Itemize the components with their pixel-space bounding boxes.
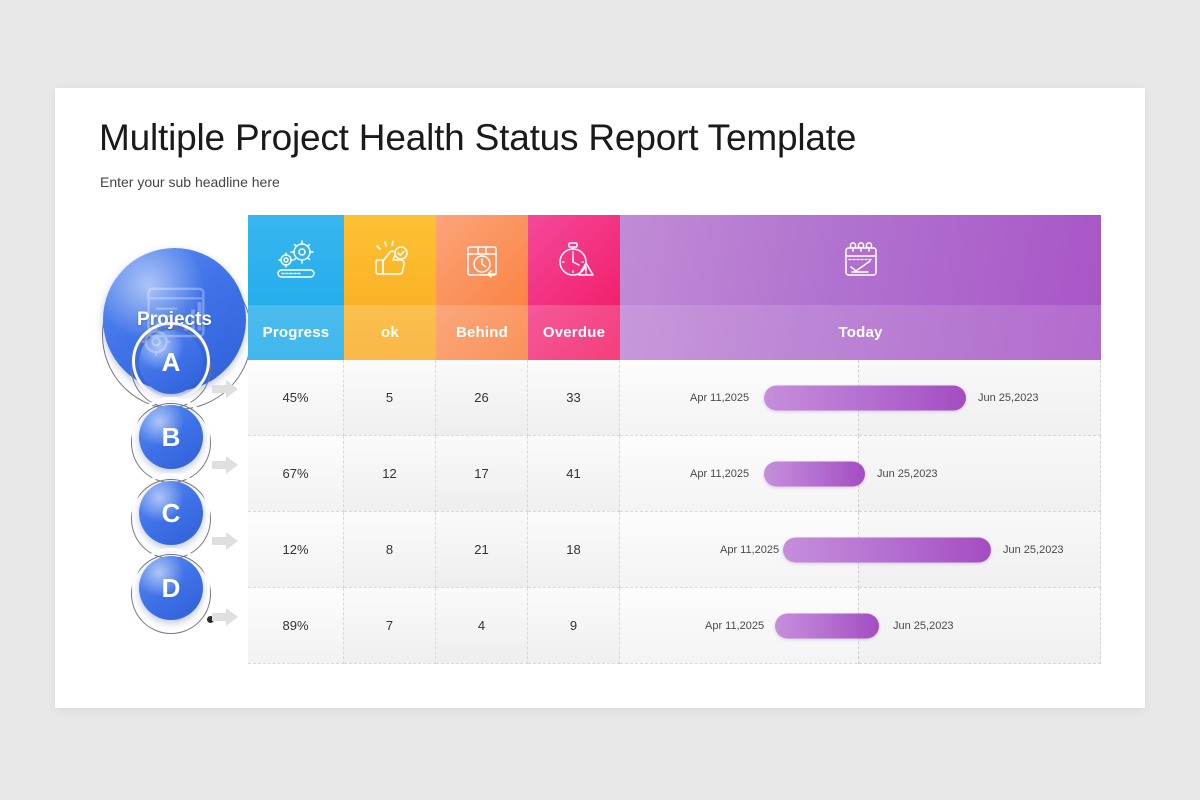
- cell-progress: 45%: [248, 360, 344, 436]
- cell-ok: 7: [344, 588, 436, 664]
- calendar-check-icon: [620, 215, 1101, 305]
- table-row[interactable]: 45% 5 26 33 Apr 11,2025 Jun 25,2023: [248, 360, 1101, 436]
- column-header-today[interactable]: Today: [620, 215, 1101, 360]
- node-bubble-a[interactable]: A: [139, 330, 203, 394]
- project-nodes-rail: Projects A B C: [55, 88, 255, 708]
- gantt-bar[interactable]: [764, 385, 966, 410]
- node-label-c: C: [161, 497, 181, 528]
- cell-progress: 89%: [248, 588, 344, 664]
- column-header-overdue[interactable]: Overdue: [528, 215, 620, 360]
- cell-today-timeline: Apr 11,2025 Jun 25,2023: [620, 436, 1101, 512]
- column-header-ok[interactable]: ok: [344, 215, 436, 360]
- end-date-label: Jun 25,2023: [978, 391, 1039, 404]
- cell-behind: 17: [436, 436, 528, 512]
- node-label-d: D: [161, 572, 181, 603]
- column-header-label-ok: ok: [344, 305, 436, 360]
- arrow-marker-d: [212, 608, 238, 626]
- start-date-label: Apr 11,2025: [705, 619, 765, 632]
- end-date-label: Jun 25,2023: [877, 467, 938, 480]
- arrow-marker-a: [212, 380, 238, 398]
- node-ring-white-d: [132, 548, 210, 626]
- cell-overdue: 41: [528, 436, 620, 512]
- cell-ok: 5: [344, 360, 436, 436]
- slide-card: Multiple Project Health Status Report Te…: [55, 88, 1145, 708]
- column-header-label-overdue: Overdue: [528, 305, 620, 360]
- node-bubble-d[interactable]: D: [139, 556, 203, 620]
- cell-ok: 12: [344, 436, 436, 512]
- cell-today-timeline: Apr 11,2025 Jun 25,2023: [620, 360, 1101, 436]
- column-header-behind[interactable]: Behind: [436, 215, 528, 360]
- cell-progress: 12%: [248, 512, 344, 588]
- thumbs-up-check-icon: [344, 215, 436, 305]
- gantt-bar[interactable]: [764, 461, 865, 486]
- table-header-row: Progress: [248, 215, 1101, 360]
- box-clock-icon: [436, 215, 528, 305]
- gantt-bar[interactable]: [775, 613, 879, 638]
- cell-behind: 4: [436, 588, 528, 664]
- table-row[interactable]: 67% 12 17 41 Apr 11,2025 Jun 25,2023: [248, 436, 1101, 512]
- arrow-marker-b: [212, 456, 238, 474]
- start-date-label: Apr 11,2025: [690, 391, 750, 404]
- cell-overdue: 33: [528, 360, 620, 436]
- arrow-marker-c: [212, 532, 238, 550]
- column-header-progress[interactable]: Progress: [248, 215, 344, 360]
- node-bubble-b[interactable]: B: [139, 405, 203, 469]
- cell-overdue: 18: [528, 512, 620, 588]
- cell-behind: 21: [436, 512, 528, 588]
- project-status-table: Progress: [248, 215, 1101, 664]
- column-header-label-today: Today: [620, 305, 1101, 360]
- cell-today-timeline: Apr 11,2025 Jun 25,2023: [620, 588, 1101, 664]
- dot-marker-d: [207, 616, 214, 623]
- start-date-label: Apr 11,2025: [690, 467, 750, 480]
- node-label-a: A: [161, 346, 181, 377]
- cell-today-timeline: Apr 11,2025 Jun 25,2023: [620, 512, 1101, 588]
- end-date-label: Jun 25,2023: [1003, 543, 1064, 556]
- cell-progress: 67%: [248, 436, 344, 512]
- cell-overdue: 9: [528, 588, 620, 664]
- cell-behind: 26: [436, 360, 528, 436]
- cell-ok: 8: [344, 512, 436, 588]
- table-row[interactable]: 12% 8 21 18 Apr 11,2025 Jun 25,2023: [248, 512, 1101, 588]
- table-row[interactable]: 89% 7 4 9 Apr 11,2025 Jun 25,2023: [248, 588, 1101, 664]
- stopwatch-alert-icon: [528, 215, 620, 305]
- column-header-label-behind: Behind: [436, 305, 528, 360]
- end-date-label: Jun 25,2023: [893, 619, 954, 632]
- page-subtitle: Enter your sub headline here: [100, 174, 280, 190]
- gantt-bar[interactable]: [783, 537, 991, 562]
- report-chart-gear-icon: [141, 287, 205, 356]
- gears-progress-icon: [248, 215, 344, 305]
- start-date-label: Apr 11,2025: [720, 543, 780, 556]
- node-bubble-c[interactable]: C: [139, 481, 203, 545]
- column-header-label-progress: Progress: [248, 305, 344, 360]
- page-title: Multiple Project Health Status Report Te…: [99, 117, 857, 158]
- node-label-b: B: [161, 421, 181, 452]
- projects-hub-label: Projects: [137, 308, 212, 330]
